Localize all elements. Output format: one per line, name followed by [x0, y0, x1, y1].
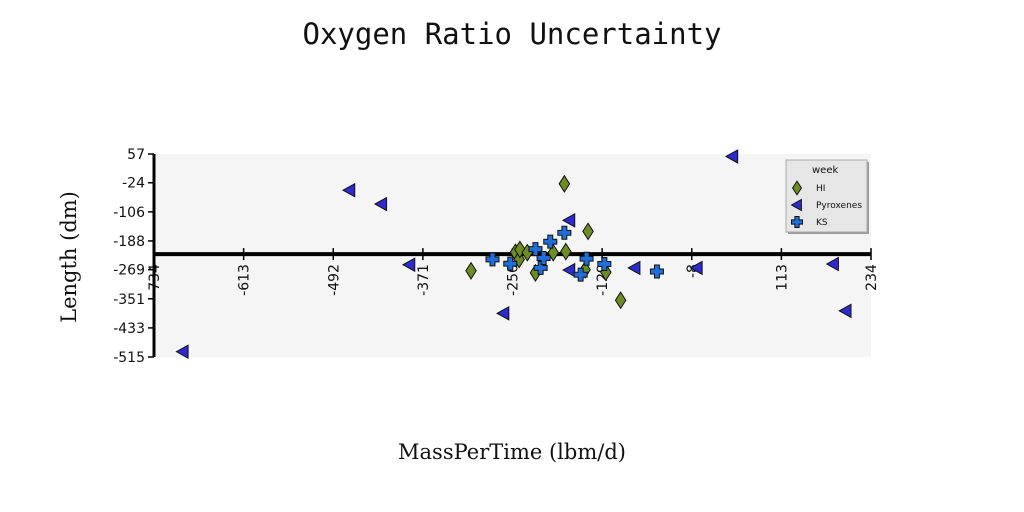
- data-point: [560, 242, 572, 261]
- data-point: [465, 261, 477, 280]
- data-point: [689, 260, 703, 276]
- y-tick-label: -188: [113, 234, 145, 250]
- data-point: [562, 213, 576, 228]
- y-tick-label: -515: [113, 350, 145, 366]
- data-point: [513, 250, 525, 269]
- data-point: [558, 174, 571, 193]
- data-point: [536, 250, 551, 265]
- y-tick-label: 57: [127, 147, 145, 163]
- legend: week HI Pyroxenes KS: [785, 159, 869, 234]
- legend-marker: [790, 198, 802, 212]
- data-point: [514, 240, 526, 259]
- x-tick-label: -613: [237, 264, 253, 296]
- data-point: [582, 222, 594, 241]
- x-tick-label: -492: [326, 264, 342, 296]
- legend-title: week: [812, 165, 838, 176]
- legend-marker: [792, 180, 802, 196]
- chart-title: Oxygen Ratio Uncertainty: [302, 17, 721, 51]
- data-point: [838, 303, 852, 319]
- data-point: [573, 267, 588, 282]
- legend-entry: Pyroxenes: [816, 201, 862, 211]
- legend-marker: [791, 216, 803, 228]
- data-point: [825, 256, 839, 272]
- axis-ticks: 57-24-106-188-269-351-433-515-734-613-49…: [113, 147, 880, 366]
- y-tick-label: -106: [113, 205, 145, 221]
- data-point: [557, 225, 572, 240]
- legend-entry: HI: [816, 184, 825, 194]
- y-tick-label: -351: [113, 292, 145, 308]
- data-point: [649, 264, 664, 279]
- data-point: [342, 182, 356, 198]
- x-tick-label: -250: [506, 264, 522, 296]
- x-tick-label: 234: [864, 264, 880, 291]
- data-point: [562, 262, 576, 278]
- x-tick-label: 113: [774, 264, 790, 291]
- y-tick-label: -24: [122, 176, 145, 192]
- data-point: [543, 234, 558, 249]
- data-point: [496, 305, 510, 321]
- data-point: [724, 149, 739, 164]
- data-point: [175, 344, 189, 360]
- data-point: [503, 256, 518, 271]
- y-tick-label: -269: [113, 263, 145, 279]
- y-axis-label: Length (dm): [57, 191, 81, 323]
- data-point: [373, 196, 388, 212]
- y-tick-label: -433: [113, 321, 145, 337]
- data-point: [614, 291, 627, 310]
- data-point: [627, 260, 641, 276]
- data-point: [597, 257, 612, 272]
- x-axis-label: MassPerTime (lbm/d): [398, 440, 626, 464]
- x-tick-label: -371: [416, 264, 432, 296]
- data-point: [402, 257, 416, 273]
- data-point: [485, 252, 500, 267]
- data-point: [533, 260, 548, 275]
- legend-entry: KS: [816, 218, 828, 228]
- data-point: [579, 251, 594, 266]
- data-points: [175, 149, 852, 360]
